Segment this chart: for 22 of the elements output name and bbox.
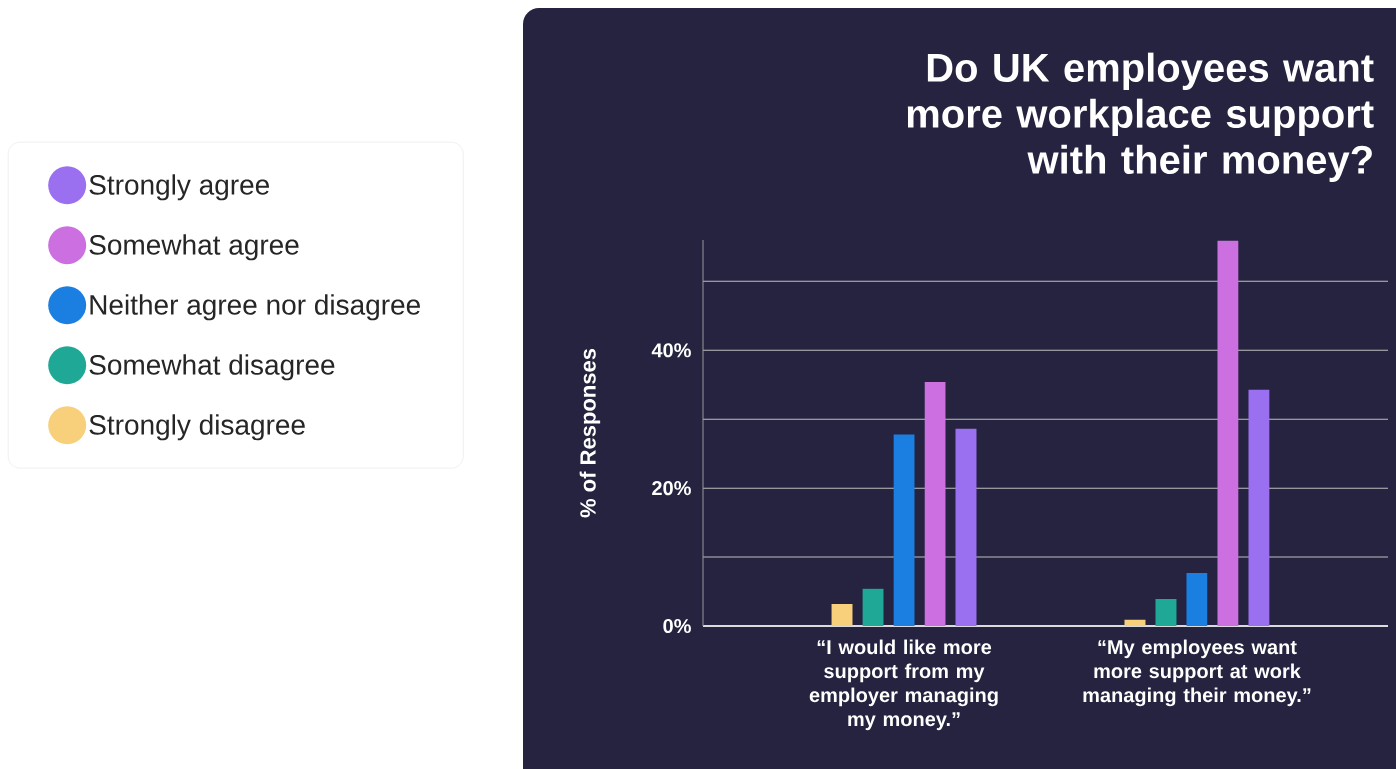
y-tick-label: 0% <box>663 618 691 634</box>
y-axis-title: % of Responses <box>579 348 601 518</box>
bar <box>1124 619 1146 626</box>
y-tick-label: 20% <box>652 481 691 496</box>
x-tick-label: “I would like more support from my employer managing my money.” <box>809 639 998 731</box>
y-tick-label: 40% <box>651 343 691 358</box>
x-tick-label: “My employees want more support at work managing their money.” <box>1083 639 1311 707</box>
bar <box>1248 389 1270 626</box>
bar <box>862 588 884 626</box>
bar <box>1155 599 1177 626</box>
bar <box>893 434 915 626</box>
bar <box>955 428 977 626</box>
legend-label: Somewhat agree <box>89 234 299 261</box>
legend-label: Somewhat disagree <box>89 354 335 381</box>
legend-label: Neither agree nor disagree <box>90 294 420 321</box>
bar <box>1217 240 1239 626</box>
chart-title: Do UK employees want more workplace support with their money? <box>907 52 1374 182</box>
legend-label: Strongly agree <box>89 174 269 201</box>
bar <box>831 603 853 626</box>
bar <box>1186 572 1208 626</box>
legend-label: Strongly disagree <box>89 414 305 441</box>
bar <box>924 381 946 626</box>
